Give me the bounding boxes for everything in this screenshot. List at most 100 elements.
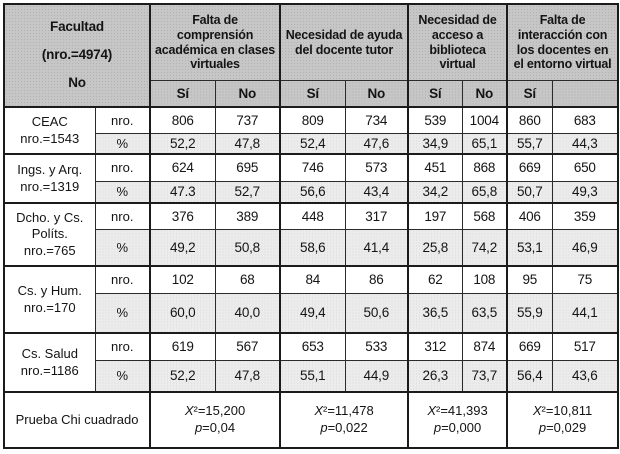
chi-value-cell: X²=41,393 p=0,000 [407,391,508,449]
faculty-n: nro.=1319 [20,178,80,194]
count-value-cell: 68 [214,265,281,294]
chi-value-cell: X²=15,200 p=0,04 [148,391,281,449]
percent-value-cell: 50,8 [214,228,281,267]
count-value-cell: 533 [344,332,409,361]
faculty-percent-row: % 60,0 40,0 49,4 50,6 36,5 63,5 55,9 44,1 [4,292,619,334]
row-type-nro-cell: nro. [94,332,151,361]
percent-value-cell: 49,4 [279,292,346,334]
faculty-n: nro.=170 [23,299,76,315]
percent-value-cell: 49,2 [149,228,216,267]
percent-value-cell: 44,1 [551,292,619,334]
count-value-cell: 619 [149,332,216,361]
percent-value-cell: 34,9 [407,132,463,155]
faculty-n: nro.=765 [23,242,76,258]
faculty-count-row: CEAC nro.=1543 nro. 806 737 809 734 539 1004 860 6… [3,106,619,155]
percent-value-cell: 47,8 [214,132,281,155]
percent-value-cell: 56,4 [506,359,553,393]
count-value-cell: 1004 [461,106,508,134]
percent-value-cell: 43,4 [344,180,409,204]
faculty-name: Ings. y Arq. [17,162,83,178]
count-value-cell: 317 [344,202,409,230]
chi-x2-value: X²=41,393 [427,403,488,419]
faculty-name-cell: Ings. y Arq. nro.=1319 [3,153,96,204]
count-value-cell: 102 [149,265,216,294]
count-value-cell: 517 [551,332,619,361]
percent-value-cell: 34,2 [407,180,463,204]
chi-p-value: p=0,029 [538,420,587,435]
count-value-cell: 539 [407,106,463,134]
faculty-n: nro.=1543 [20,130,80,146]
no-header-cell: No [214,80,281,108]
count-value-cell: 359 [551,202,619,230]
count-value-cell: 695 [214,153,281,182]
table-footer: Prueba Chi cuadrado X²=15,200 p=0,04 X²=… [3,391,619,449]
faculty-name-cell: Cs. y Hum. nro.=170 [3,265,96,334]
count-value-cell: 312 [407,332,463,361]
count-value-cell: 746 [279,153,346,182]
percent-value-cell: 47.3 [149,180,216,204]
percent-value-cell: 52,2 [149,132,216,155]
si-header-cell: Sí [506,80,553,108]
count-value-cell: 573 [344,153,409,182]
count-value-cell: 75 [551,265,619,294]
count-value-cell: 734 [344,106,409,134]
chi-value-cell: X²=11,478 p=0,022 [279,391,409,449]
group-header-comprension: Falta de comprensión académica en clases… [148,3,281,82]
percent-value-cell: 52,2 [149,359,216,393]
si-header-cell: Sí [407,80,463,108]
count-value-cell: 376 [149,202,216,230]
percent-value-cell: 52,7 [214,180,281,204]
percent-value-cell: 40,0 [214,292,281,334]
percent-value-cell: 46,9 [551,228,619,267]
row-type-percent-cell: % [94,359,151,393]
no-header-cell: No [461,80,508,108]
group-header-interaccion: Falta de interacción con los docentes en… [506,3,619,82]
percent-value-cell: 44,3 [551,132,619,155]
faculty-name-cell: Cs. Salud nro.=1186 [3,332,96,393]
count-value-cell: 95 [506,265,553,294]
count-value-cell: 683 [551,106,619,134]
count-value-cell: 669 [506,153,553,182]
chi-p-value: p=0,04 [194,420,236,435]
si-no-header-row: Sí No Sí No Sí No Sí [4,80,619,108]
faculty-count-row: Ings. y Arq. nro.=1319 nro. 624 695 746 573 451… [3,153,619,204]
percent-value-cell: 25,8 [407,228,463,267]
count-value-cell: 653 [279,332,346,361]
faculty-name: Cs. y Hum. [17,283,82,299]
row-type-nro-cell: nro. [94,202,151,230]
count-value-cell: 650 [551,153,619,182]
count-value-cell: 806 [149,106,216,134]
count-value-cell: 874 [461,332,508,361]
row-type-percent-cell: % [94,228,151,267]
percent-value-cell: 44,9 [344,359,409,393]
no-header-cell: No [344,80,409,108]
faculty-count-row: Cs. Salud nro.=1186 nro. 619 567 653 533 312 874… [3,332,619,393]
count-value-cell: 448 [279,202,346,230]
percent-value-cell: 53,1 [506,228,553,267]
percent-value-cell: 47,6 [344,132,409,155]
percent-value-cell: 65,8 [461,180,508,204]
count-value-cell: 737 [214,106,281,134]
corner-no-label: No [68,75,86,91]
table-body: CEAC nro.=1543 nro. 806 737 809 734 539 1004 860 6… [3,106,619,393]
percent-value-cell: 41,4 [344,228,409,267]
percent-value-cell: 36,5 [407,292,463,334]
faculty-count-row: Dcho. y Cs. Políts. nro.=765 nro. 376 389 448… [3,202,619,267]
group-header-row: Facultad (nro.=4974) No Falta de compren… [3,3,619,108]
percent-value-cell: 63,5 [461,292,508,334]
si-header-cell: Sí [149,80,216,108]
percent-value-cell: 55,1 [279,359,346,393]
chi-square-row: Prueba Chi cuadrado X²=15,200 p=0,04 X²=… [3,391,619,449]
faculty-percent-row: % 52,2 47,8 55,1 44,9 26,3 73,7 56,4 43,6 [4,359,619,393]
percent-value-cell: 47,8 [214,359,281,393]
row-type-nro-cell: nro. [94,106,151,134]
count-value-cell: 868 [461,153,508,182]
row-type-percent-cell: % [94,180,151,204]
corner-total-n: (nro.=4974) [41,47,113,63]
count-value-cell: 86 [344,265,409,294]
percent-value-cell: 55,7 [506,132,553,155]
count-value-cell: 84 [279,265,346,294]
count-value-cell: 860 [506,106,553,134]
chi-p-value: p=0,022 [320,420,368,435]
percent-value-cell: 49,3 [551,180,619,204]
